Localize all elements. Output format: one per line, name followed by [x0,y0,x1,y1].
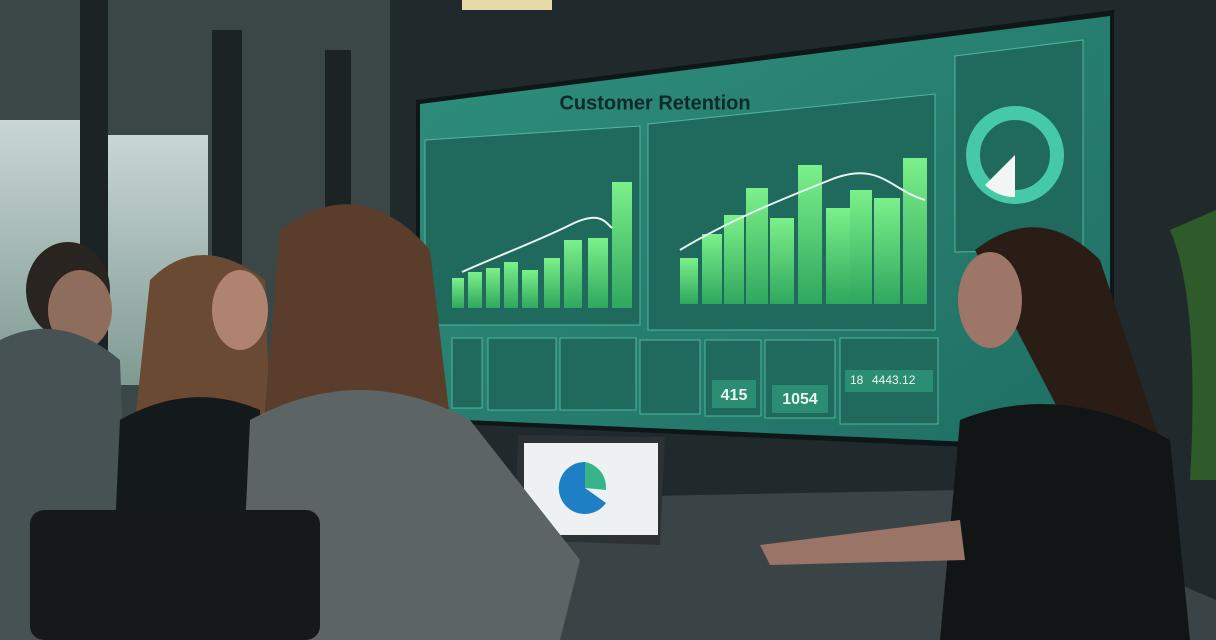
stat-value: 18 [850,373,864,387]
trend-line [461,216,613,273]
kpi-value: 1054 [782,391,818,408]
plant [1170,210,1216,480]
person [240,204,580,640]
kpi-box [712,380,756,408]
chair [30,510,320,640]
person [760,227,1190,640]
bars [680,158,927,304]
ceiling-light [462,0,552,10]
donut-slice [985,155,1015,198]
kpi-box [772,385,828,413]
trend-line [679,172,926,251]
laptop-pie [585,462,607,490]
stat-value: 4443.12 [872,373,916,387]
bars [452,182,632,308]
kpi-value: 415 [721,387,748,404]
laptop-pie [558,461,606,514]
screen-title: Customer Retention [559,92,750,114]
stat-box [845,370,933,392]
